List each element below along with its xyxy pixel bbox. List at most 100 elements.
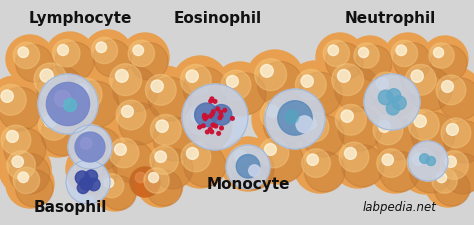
Circle shape [116,70,128,83]
Circle shape [128,41,155,67]
Circle shape [1,91,13,103]
Circle shape [295,70,326,101]
Circle shape [211,105,232,126]
Circle shape [302,115,344,157]
Circle shape [364,75,420,130]
Circle shape [211,110,215,114]
Circle shape [93,167,137,211]
Circle shape [130,167,160,197]
Circle shape [432,143,474,195]
Circle shape [18,172,28,183]
Circle shape [109,138,139,168]
Circle shape [195,104,218,127]
Circle shape [382,154,393,166]
Circle shape [148,78,192,121]
Circle shape [226,145,270,189]
Circle shape [186,148,199,160]
Circle shape [436,76,466,105]
Circle shape [96,43,107,53]
Circle shape [85,170,98,183]
Circle shape [265,90,325,149]
Circle shape [38,75,98,134]
Circle shape [186,71,198,83]
Circle shape [13,43,40,69]
Circle shape [102,176,136,210]
Circle shape [75,133,105,162]
Text: labpedia.net: labpedia.net [363,201,437,214]
Circle shape [440,151,468,180]
Circle shape [414,115,426,128]
Circle shape [38,110,69,141]
Circle shape [146,75,176,106]
Circle shape [339,142,369,172]
Circle shape [409,110,439,141]
Circle shape [428,68,474,122]
Circle shape [376,118,418,160]
Circle shape [108,93,162,146]
Circle shape [210,113,214,117]
Circle shape [422,37,468,83]
Circle shape [109,64,142,96]
Circle shape [25,55,85,115]
Circle shape [249,165,260,176]
Circle shape [144,168,169,193]
Circle shape [66,143,118,195]
Circle shape [7,131,18,143]
Circle shape [78,128,122,171]
Circle shape [101,130,155,184]
Circle shape [429,44,454,69]
Circle shape [131,43,168,81]
Circle shape [445,156,456,168]
Circle shape [392,97,406,110]
Circle shape [178,98,232,151]
Circle shape [119,103,161,145]
Circle shape [202,115,206,119]
Circle shape [64,99,77,112]
Circle shape [419,154,429,164]
Circle shape [181,65,211,96]
Circle shape [148,173,159,183]
Circle shape [16,170,53,207]
Circle shape [220,127,223,130]
Circle shape [34,64,67,97]
Circle shape [316,34,364,82]
Circle shape [252,92,308,147]
Circle shape [432,168,457,193]
Circle shape [40,70,53,83]
Circle shape [203,117,207,121]
Circle shape [299,112,329,142]
Circle shape [347,37,393,83]
Circle shape [4,128,46,170]
Circle shape [44,115,56,128]
Circle shape [331,134,385,188]
Circle shape [133,46,144,56]
Circle shape [153,149,193,189]
Circle shape [219,111,223,115]
Text: Eosinophil: Eosinophil [174,10,262,25]
Circle shape [217,132,220,136]
Circle shape [285,111,299,124]
Circle shape [211,124,215,127]
Text: Neutrophil: Neutrophil [345,10,436,25]
Circle shape [232,148,274,190]
Circle shape [246,51,304,108]
Circle shape [363,65,417,119]
Circle shape [263,103,307,146]
Circle shape [338,108,382,151]
Circle shape [66,160,110,204]
Circle shape [410,151,452,193]
Circle shape [12,156,23,168]
Circle shape [400,101,456,157]
Circle shape [116,101,146,130]
Circle shape [81,138,92,149]
Circle shape [77,182,89,194]
Circle shape [182,85,248,150]
Circle shape [441,81,453,93]
Circle shape [75,125,106,155]
Circle shape [259,138,289,168]
Circle shape [434,48,444,58]
Circle shape [335,67,380,112]
Circle shape [41,113,85,156]
Circle shape [287,62,343,117]
Circle shape [412,154,424,166]
